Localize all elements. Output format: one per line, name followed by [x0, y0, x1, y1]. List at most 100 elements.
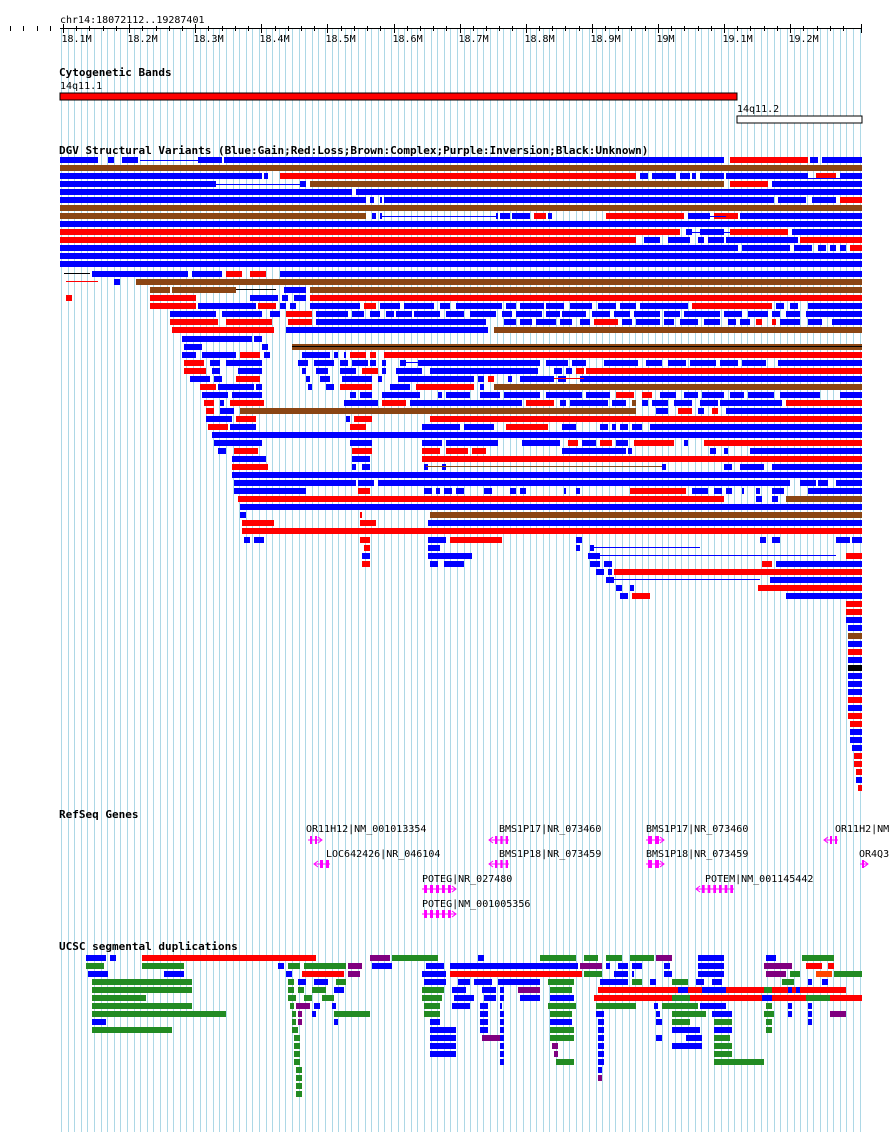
segdup-feature[interactable]	[632, 979, 642, 985]
segdup-feature[interactable]	[540, 955, 576, 961]
segdup-feature[interactable]	[556, 1059, 574, 1065]
segdup-feature[interactable]	[656, 1011, 660, 1017]
dgv-variant[interactable]	[354, 416, 372, 422]
dgv-variant[interactable]	[358, 488, 370, 494]
dgv-variant[interactable]	[264, 173, 268, 179]
dgv-variant[interactable]	[848, 649, 862, 655]
dgv-variant[interactable]	[582, 440, 596, 446]
segdup-feature[interactable]	[596, 1003, 636, 1009]
dgv-variant[interactable]	[840, 245, 846, 251]
dgv-variant[interactable]	[356, 189, 862, 195]
dgv-variant[interactable]	[848, 657, 862, 663]
gene-exon[interactable]	[830, 836, 832, 844]
segdup-feature[interactable]	[86, 963, 104, 969]
dgv-variant[interactable]	[242, 528, 862, 534]
dgv-variant[interactable]	[496, 213, 498, 219]
dgv-variant[interactable]	[254, 537, 264, 543]
dgv-variant[interactable]	[450, 537, 502, 543]
segdup-feature[interactable]	[480, 1027, 488, 1033]
dgv-variant[interactable]	[692, 303, 772, 309]
dgv-variant[interactable]	[222, 311, 262, 317]
dgv-variant[interactable]	[478, 376, 484, 382]
dgv-variant[interactable]	[780, 319, 800, 325]
dgv-variant[interactable]	[630, 488, 686, 494]
segdup-feature[interactable]	[482, 987, 496, 993]
segdup-feature[interactable]	[500, 1035, 504, 1041]
gene-exon[interactable]	[500, 860, 503, 868]
segdup-feature[interactable]	[312, 987, 326, 993]
dgv-variant[interactable]	[472, 448, 486, 454]
dgv-variant[interactable]	[800, 237, 862, 243]
dgv-variant[interactable]	[364, 545, 370, 551]
dgv-variant[interactable]	[60, 213, 366, 219]
dgv-variant[interactable]	[818, 245, 826, 251]
segdup-feature[interactable]	[714, 1027, 732, 1033]
dgv-variant[interactable]	[570, 400, 608, 406]
segdup-feature[interactable]	[92, 995, 146, 1001]
dgv-variant[interactable]	[642, 400, 648, 406]
dgv-variant[interactable]	[232, 472, 862, 478]
dgv-variant[interactable]	[640, 303, 688, 309]
segdup-feature[interactable]	[766, 1027, 772, 1033]
dgv-variant[interactable]	[772, 181, 862, 187]
segdup-feature[interactable]	[808, 1003, 812, 1009]
dgv-variant[interactable]	[660, 392, 676, 398]
dgv-variant[interactable]	[150, 303, 196, 309]
dgv-variant[interactable]	[806, 311, 862, 317]
segdup-feature[interactable]	[656, 955, 672, 961]
dgv-variant[interactable]	[520, 319, 532, 325]
dgv-variant[interactable]	[234, 488, 306, 494]
dgv-variant[interactable]	[622, 319, 632, 325]
segdup-feature[interactable]	[584, 955, 598, 961]
segdup-feature[interactable]	[600, 979, 628, 985]
dgv-variant[interactable]	[632, 400, 636, 406]
segdup-feature[interactable]	[550, 1019, 572, 1025]
dgv-variant[interactable]	[600, 440, 612, 446]
dgv-variant[interactable]	[786, 311, 800, 317]
dgv-variant[interactable]	[680, 319, 698, 325]
dgv-variant[interactable]	[428, 545, 440, 551]
dgv-variant[interactable]	[848, 689, 862, 695]
dgv-variant[interactable]	[370, 311, 380, 317]
segdup-feature[interactable]	[298, 979, 306, 985]
dgv-variant[interactable]	[380, 303, 400, 309]
dgv-variant[interactable]	[546, 392, 582, 398]
dgv-variant[interactable]	[780, 392, 820, 398]
segdup-feature[interactable]	[632, 971, 634, 977]
dgv-variant[interactable]	[590, 561, 600, 567]
segdup-feature[interactable]	[500, 1027, 504, 1033]
segdup-feature[interactable]	[790, 971, 800, 977]
dgv-variant[interactable]	[546, 311, 560, 317]
dgv-variant[interactable]	[360, 392, 372, 398]
dgv-variant[interactable]	[236, 376, 260, 382]
dgv-variant[interactable]	[480, 384, 484, 390]
dgv-variant[interactable]	[60, 229, 680, 235]
dgv-variant[interactable]	[600, 424, 608, 430]
cytoband-14q11-2[interactable]	[736, 115, 863, 124]
segdup-feature[interactable]	[714, 1043, 732, 1049]
dgv-variant[interactable]	[308, 384, 312, 390]
dgv-variant[interactable]	[822, 157, 862, 163]
dgv-variant[interactable]	[684, 311, 720, 317]
dgv-variant[interactable]	[360, 512, 362, 518]
segdup-feature[interactable]	[598, 1067, 602, 1073]
dgv-variant[interactable]	[370, 360, 376, 366]
gene-label[interactable]: BMS1P17|NR_073460	[499, 824, 602, 835]
segdup-feature[interactable]	[700, 1003, 726, 1009]
segdup-feature[interactable]	[298, 1019, 302, 1025]
dgv-variant[interactable]	[350, 424, 366, 430]
dgv-variant[interactable]	[724, 464, 732, 470]
dgv-variant[interactable]	[812, 197, 836, 203]
segdup-feature[interactable]	[92, 979, 192, 985]
segdup-feature[interactable]	[584, 971, 602, 977]
dgv-variant[interactable]	[724, 448, 728, 454]
dgv-variant[interactable]	[818, 480, 828, 486]
dgv-variant[interactable]	[428, 553, 472, 559]
dgv-variant[interactable]	[362, 464, 370, 470]
dgv-variant[interactable]	[756, 496, 762, 502]
segdup-feature[interactable]	[698, 971, 724, 977]
segdup-feature[interactable]	[452, 1003, 470, 1009]
segdup-feature[interactable]	[312, 1011, 316, 1017]
dgv-variant[interactable]	[206, 416, 232, 422]
dgv-variant[interactable]	[698, 237, 704, 243]
